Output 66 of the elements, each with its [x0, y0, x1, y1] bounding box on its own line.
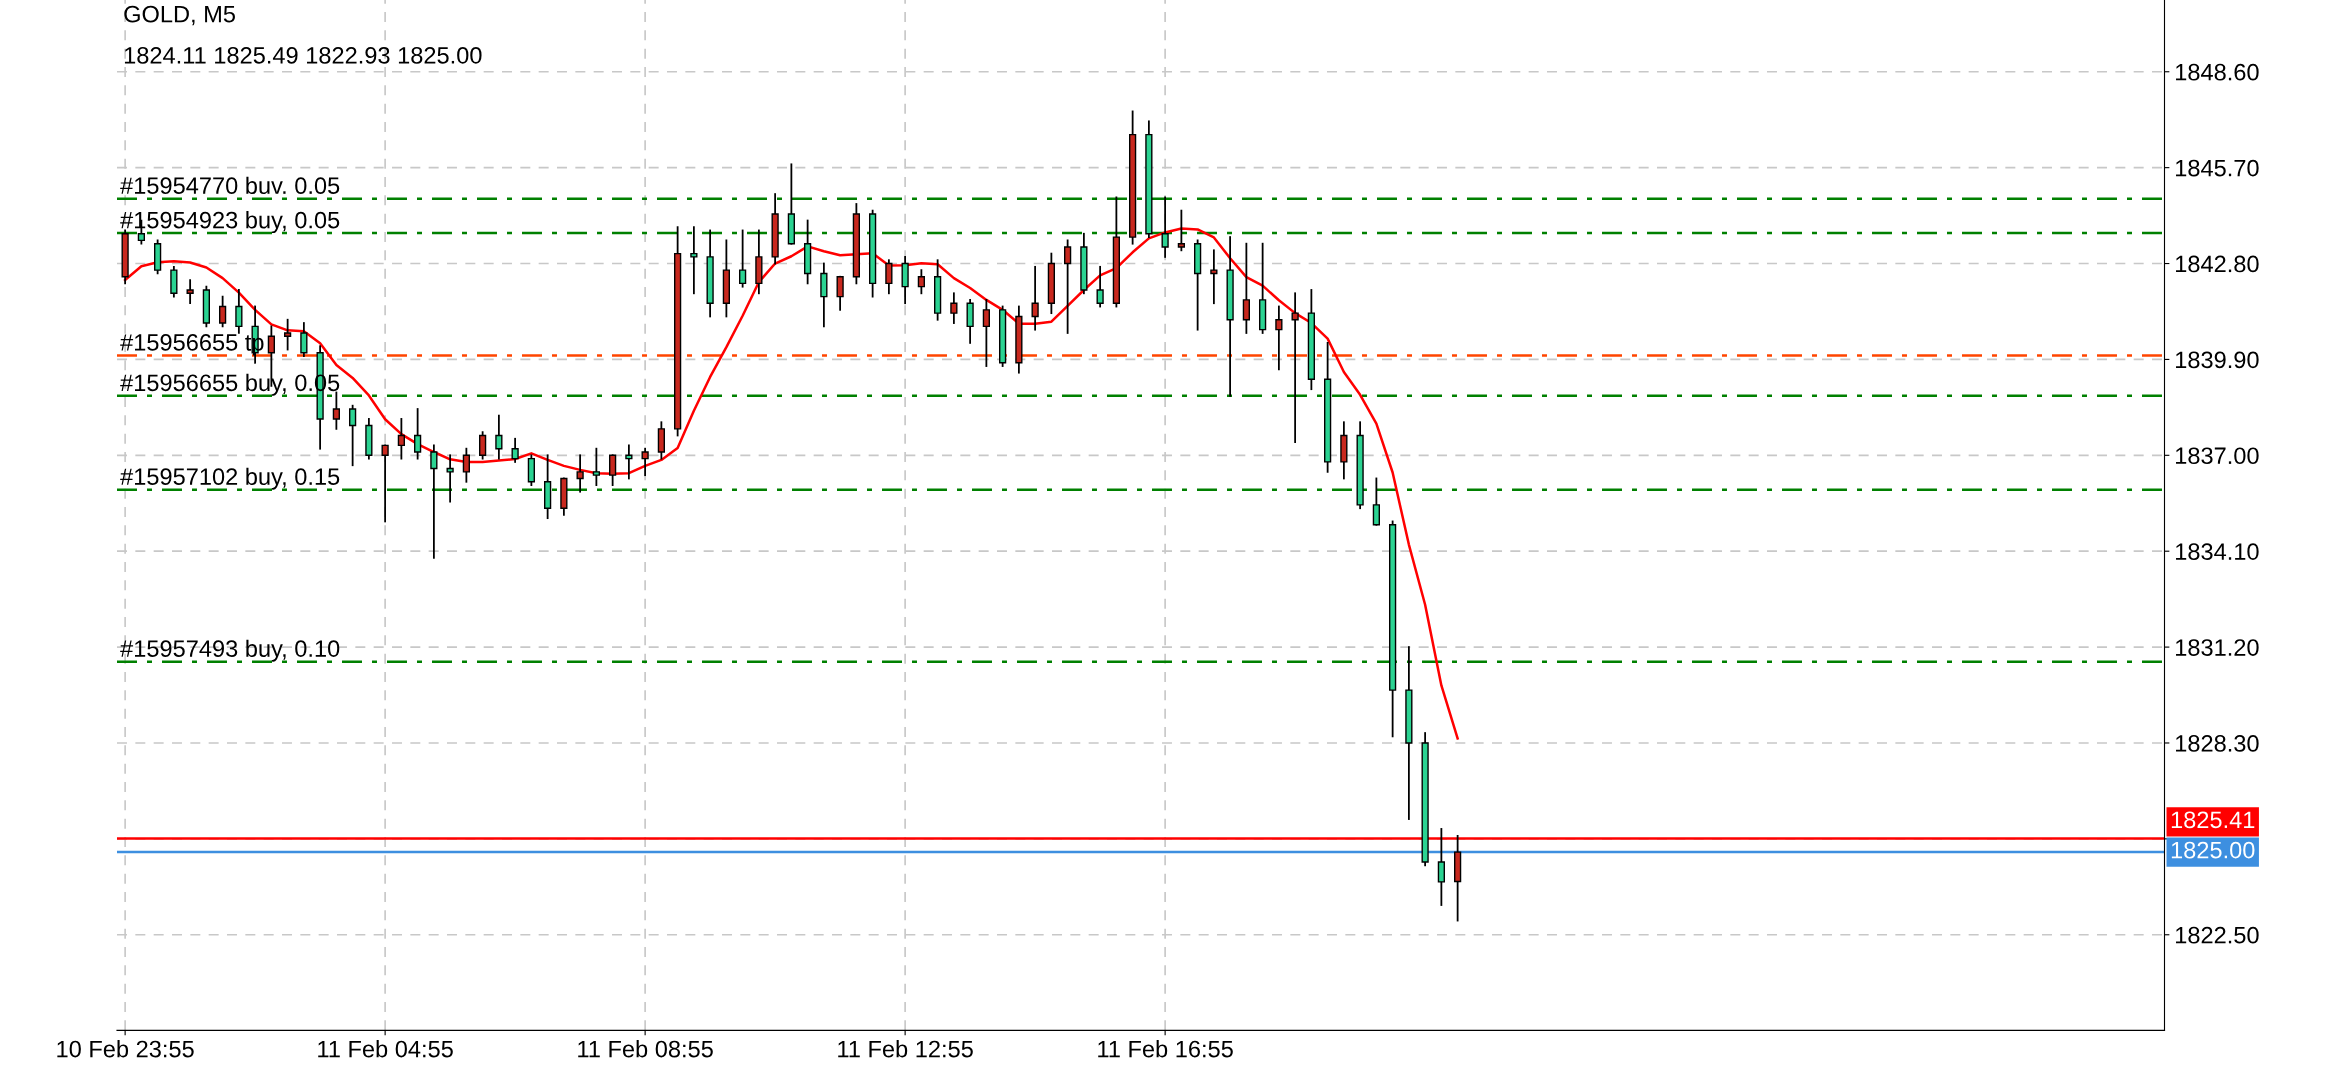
candlestick — [495, 414, 503, 460]
candlestick — [917, 269, 925, 295]
candlestick — [381, 444, 389, 523]
candlestick — [885, 259, 893, 295]
candlestick — [170, 265, 178, 298]
y-tick-label: 1831.20 — [2176, 639, 2259, 656]
candlestick — [739, 229, 747, 288]
candlestick — [1372, 477, 1380, 526]
candlestick — [966, 298, 974, 344]
y-tick-label: 1848.60 — [2176, 63, 2259, 81]
candlestick — [1291, 292, 1299, 443]
x-tick-label: 11 Feb 12:55 — [838, 1040, 973, 1058]
candlestick — [592, 447, 600, 486]
candlestick — [1031, 265, 1039, 331]
y-tick-label: 1822.50 — [2176, 926, 2259, 944]
candlestick — [641, 447, 649, 477]
ref-line-label: #15954770 buv. 0.05 — [120, 176, 340, 195]
y-tick-label: 1834.10 — [2176, 543, 2259, 560]
candlestick — [430, 444, 438, 559]
candlestick — [901, 256, 909, 305]
x-tick-label: 11 Feb 16:55 — [1098, 1040, 1233, 1058]
candlestick — [950, 292, 958, 324]
candlestick — [609, 454, 617, 486]
candlestick — [300, 322, 308, 358]
candlestick — [349, 404, 357, 467]
candlestick — [1096, 265, 1104, 308]
candlestick — [690, 226, 698, 295]
y-tick-label: 1828.30 — [2176, 735, 2259, 752]
ref-line-label: #15957102 buy, 0.15 — [120, 467, 340, 490]
y-tick-label: 1842.80 — [2176, 255, 2259, 273]
candlestick — [397, 418, 405, 460]
candlestick — [414, 408, 422, 460]
candlestick — [1161, 196, 1169, 258]
candlestick — [820, 262, 828, 328]
candlestick — [235, 289, 243, 334]
x-tick-label: 11 Feb 04:55 — [318, 1040, 453, 1058]
candlestick — [1210, 249, 1218, 305]
y-tick-label: 1837.00 — [2176, 447, 2259, 465]
candlestick — [186, 279, 194, 305]
candlestick — [446, 454, 454, 503]
candlestick — [1064, 239, 1072, 334]
candlestick — [1437, 828, 1445, 906]
chart-title: GOLD, M5 — [124, 5, 235, 26]
y-tick-label: 1845.70 — [2176, 159, 2259, 177]
text: 1824.11 1825.49 1822.93 1825.00 — [124, 46, 482, 64]
candlestick — [284, 318, 292, 351]
candlestick — [462, 447, 470, 483]
candlestick — [1242, 242, 1250, 334]
candlestick — [511, 437, 519, 463]
candlestick — [657, 421, 665, 460]
y-tick-label: 1839.90 — [2176, 351, 2259, 369]
candlestick — [982, 298, 990, 367]
ref-line-label: #15954923 buy, 0.05 — [120, 211, 340, 234]
ref-line-label: #15957493 buy, 0.10 — [120, 639, 340, 662]
ref-line-label: 1825.41 — [2171, 811, 2255, 829]
x-tick-label: 11 Feb 08:55 — [578, 1040, 713, 1058]
candlestick — [1275, 305, 1283, 371]
candlestick — [219, 295, 227, 328]
candlestick — [576, 454, 584, 493]
x-tick-label: 10 Feb 23:55 — [57, 1040, 194, 1058]
ref-line-label: 1825.00 — [2171, 841, 2255, 859]
candlestick — [527, 454, 535, 486]
candlestick — [479, 431, 487, 460]
candlestick — [836, 275, 844, 311]
candlestick — [332, 391, 340, 430]
candlestick — [1177, 209, 1185, 252]
